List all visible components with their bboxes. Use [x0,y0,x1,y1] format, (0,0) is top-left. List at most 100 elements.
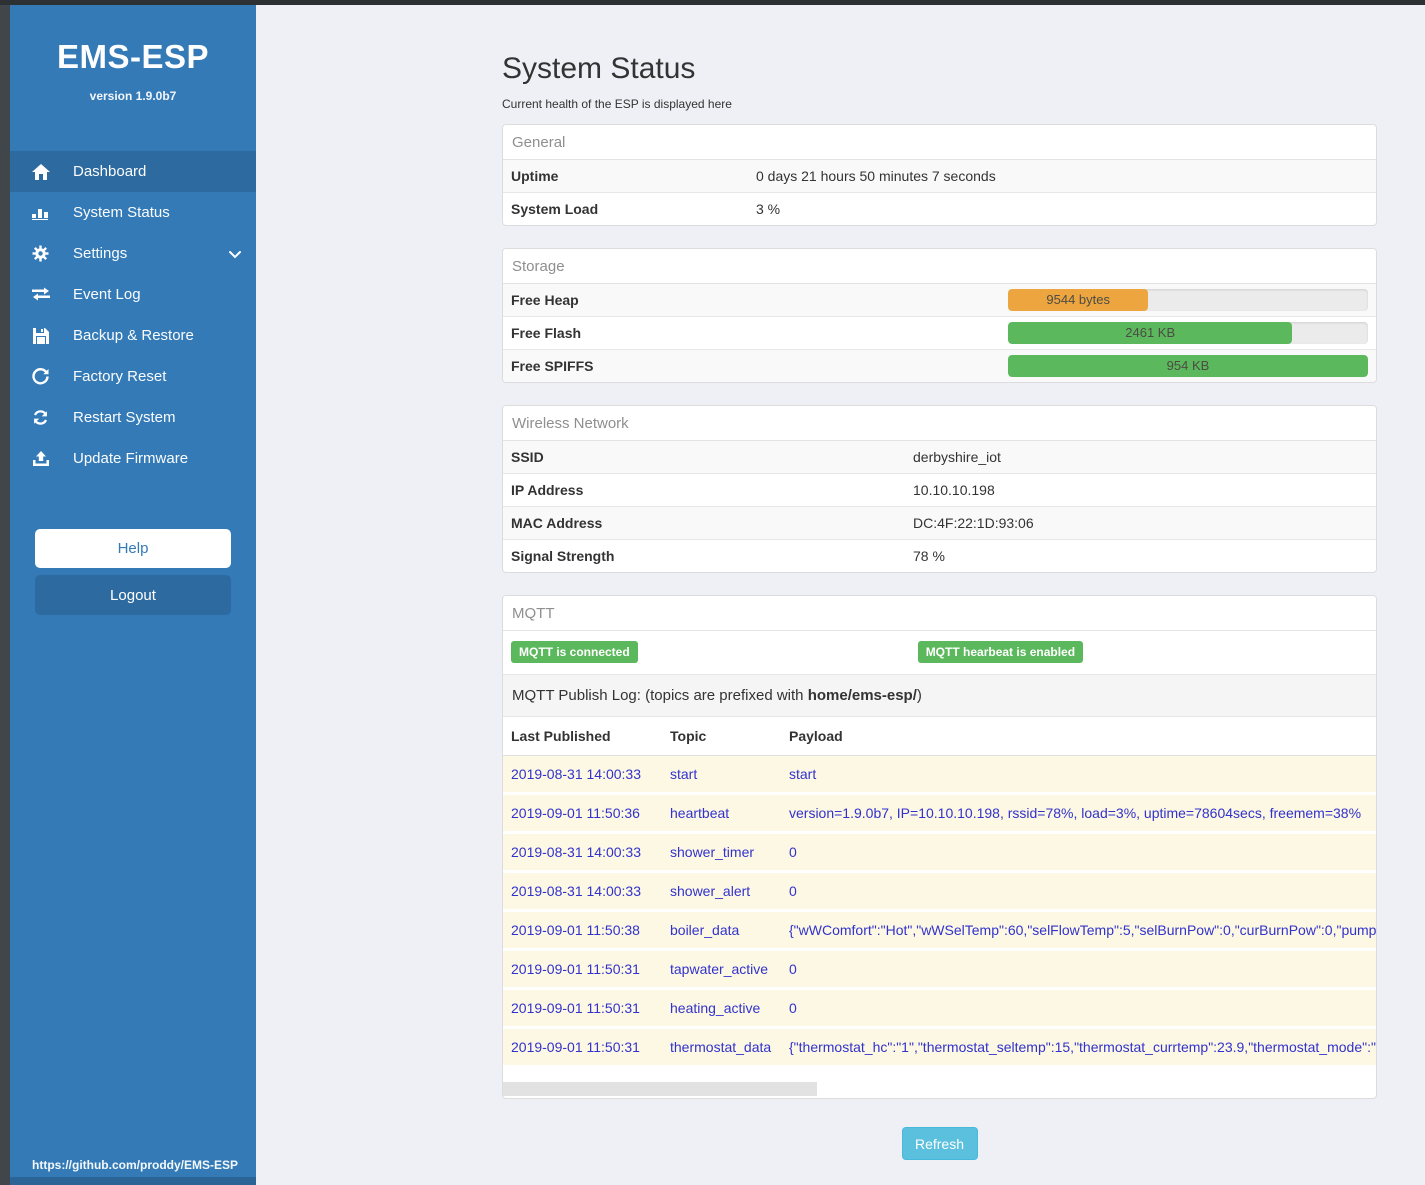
log-topic: shower_alert [662,871,781,912]
free-heap-progress: 9544 bytes [1008,289,1368,311]
sidebar-item-factory-reset[interactable]: Factory Reset [10,356,256,397]
row-label: Signal Strength [503,539,905,572]
window-top-edge [0,0,1425,5]
sidebar-bottom-strip [10,1177,256,1185]
log-payload: 0 [781,871,1376,912]
app-title: EMS-ESP [56,38,210,75]
row-value: 2461 KB [1000,316,1376,350]
row-label: Uptime [503,160,748,193]
chevron-down-icon [228,247,242,261]
exchange-icon [31,286,50,303]
log-payload: start [781,755,1376,795]
scrollbar-thumb[interactable] [503,1082,818,1096]
mqtt-card-header: MQTT [503,596,1376,631]
sidebar-item-label: Restart System [73,409,176,426]
table-row: 2019-09-01 11:50:31 tapwater_active 0 [503,949,1376,990]
log-topic: heating_active [662,988,781,1029]
log-topic: heartbeat [662,793,781,834]
undo-icon [31,368,50,385]
log-time: 2019-08-31 14:00:33 [503,871,662,912]
row-label: Free Flash [503,316,1000,350]
row-value: 0 days 21 hours 50 minutes 7 seconds [748,160,1376,193]
mqtt-card: MQTT MQTT is connected MQTT hearbeat is … [502,595,1377,1099]
sidebar-item-label: Dashboard [73,163,147,180]
app-version: version 1.9.0b7 [89,89,177,103]
table-row: MAC Address DC:4F:22:1D:93:06 [503,506,1376,540]
table-header-row: Last Published Topic Payload [503,717,1376,756]
sidebar-item-settings[interactable]: Settings [10,233,256,274]
help-button[interactable]: Help [35,529,231,568]
main-content: System Status Current health of the ESP … [256,0,1425,1185]
log-time: 2019-09-01 11:50:36 [503,793,662,834]
refresh-row: Refresh [502,1127,1377,1160]
table-row: Uptime 0 days 21 hours 50 minutes 7 seco… [503,160,1376,193]
sidebar-item-event-log[interactable]: Event Log [10,274,256,315]
wireless-table: SSID derbyshire_iot IP Address 10.10.10.… [503,441,1376,572]
publish-log-text-suffix: ) [916,687,922,704]
mqtt-heartbeat-badge: MQTT hearbeat is enabled [917,641,1084,663]
sidebar-nav: Dashboard System Status [10,151,256,479]
refresh-button[interactable]: Refresh [901,1127,978,1160]
table-row: 2019-08-31 14:00:33 shower_alert 0 [503,871,1376,912]
table-row: Free SPIFFS 954 KB [503,349,1376,382]
sidebar-item-label: System Status [73,204,170,221]
mqtt-badges-row: MQTT is connected MQTT hearbeat is enabl… [503,631,1376,674]
table-row: 2019-08-31 14:00:33 start start [503,755,1376,795]
free-spiffs-progress: 954 KB [1008,355,1368,377]
log-payload: 0 [781,949,1376,990]
table-row: System Load 3 % [503,192,1376,225]
logout-button[interactable]: Logout [35,575,231,615]
column-header: Last Published [503,717,662,756]
sidebar-item-label: Factory Reset [73,368,167,385]
mqtt-log-table: Last Published Topic Payload 2019-08-31 … [503,717,1376,1068]
brand: EMS-ESP version 1.9.0b7 [10,5,256,103]
publish-log-text: MQTT Publish Log: (topics are prefixed w… [512,687,808,704]
log-payload: {"thermostat_hc":"1","thermostat_seltemp… [781,1027,1376,1068]
table-row: 2019-09-01 11:50:31 thermostat_data {"th… [503,1027,1376,1068]
general-card: General Uptime 0 days 21 hours 50 minute… [502,124,1377,226]
home-icon [31,163,50,180]
log-topic: boiler_data [662,910,781,951]
row-value: DC:4F:22:1D:93:06 [905,506,1376,540]
table-row: 2019-09-01 11:50:31 heating_active 0 [503,988,1376,1029]
sidebar-item-label: Backup & Restore [73,327,194,344]
mqtt-publish-log-header: MQTT Publish Log: (topics are prefixed w… [503,674,1376,717]
wireless-card-header: Wireless Network [503,406,1376,441]
sidebar-item-update-firmware[interactable]: Update Firmware [10,438,256,479]
sidebar-item-label: Settings [73,245,128,262]
table-row: Free Flash 2461 KB [503,316,1376,350]
log-topic: start [662,755,781,795]
log-time: 2019-09-01 11:50:31 [503,988,662,1029]
row-value: 954 KB [1000,349,1376,382]
log-time: 2019-08-31 14:00:33 [503,832,662,873]
progress-bar: 954 KB [1008,355,1368,377]
log-time: 2019-09-01 11:50:31 [503,1027,662,1068]
row-label: SSID [503,441,905,474]
github-link[interactable]: https://github.com/proddy/EMS-ESP [32,1158,238,1172]
progress-bar: 9544 bytes [1008,289,1149,311]
horizontal-scrollbar[interactable] [503,1082,1376,1096]
log-topic: tapwater_active [662,949,781,990]
log-time: 2019-08-31 14:00:33 [503,755,662,795]
wireless-card: Wireless Network SSID derbyshire_iot IP … [502,405,1377,573]
row-label: System Load [503,192,748,225]
table-row: 2019-09-01 11:50:38 boiler_data {"wWComf… [503,910,1376,951]
save-icon [31,327,50,344]
publish-log-prefix-topic: home/ems-esp/ [807,687,917,704]
row-label: Free Heap [503,284,1000,317]
sidebar-item-dashboard[interactable]: Dashboard [10,151,256,192]
column-header: Payload [781,717,1376,756]
sidebar-item-backup-restore[interactable]: Backup & Restore [10,315,256,356]
sidebar-item-system-status[interactable]: System Status [10,192,256,233]
column-header: Topic [662,717,781,756]
log-time: 2019-09-01 11:50:38 [503,910,662,951]
row-value: derbyshire_iot [905,441,1376,474]
sidebar-item-label: Event Log [73,286,141,303]
log-payload: {"wWComfort":"Hot","wWSelTemp":60,"selFl… [781,910,1376,951]
log-time: 2019-09-01 11:50:31 [503,949,662,990]
table-row: 2019-08-31 14:00:33 shower_timer 0 [503,832,1376,873]
sidebar-item-restart-system[interactable]: Restart System [10,397,256,438]
row-value: 10.10.10.198 [905,473,1376,507]
table-row: SSID derbyshire_iot [503,441,1376,474]
